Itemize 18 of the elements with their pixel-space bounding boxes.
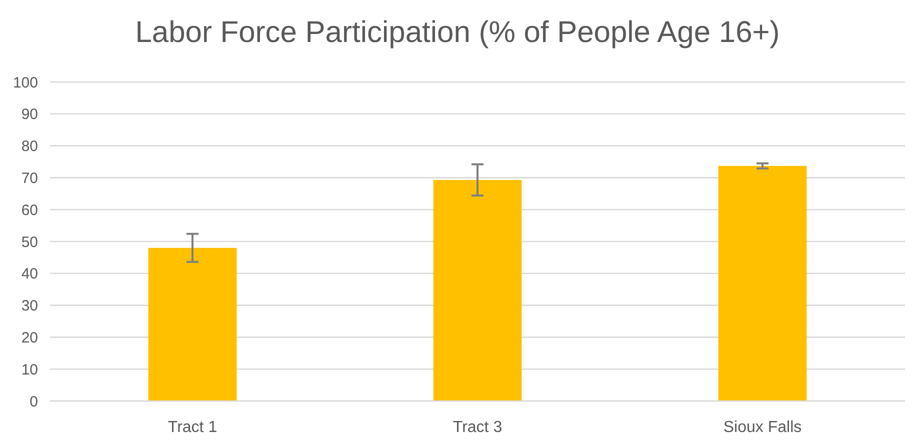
x-tick-label: Tract 1 — [168, 419, 218, 436]
y-tick-label: 50 — [21, 234, 38, 251]
y-tick-label: 70 — [21, 170, 38, 187]
y-tick-label: 0 — [30, 393, 38, 410]
x-tick-label: Tract 3 — [452, 419, 502, 436]
y-tick-label: 20 — [21, 329, 38, 346]
y-tick-label: 30 — [21, 298, 38, 315]
bar — [718, 166, 807, 401]
bar — [433, 180, 522, 401]
chart-title: Labor Force Participation (% of People Age 16+) — [135, 16, 780, 49]
bar — [148, 248, 237, 401]
y-tick-label: 10 — [21, 361, 38, 378]
y-tick-label: 90 — [21, 106, 38, 124]
y-tick-label: 100 — [12, 74, 38, 92]
y-tick-label: 60 — [21, 202, 38, 219]
y-tick-label: 40 — [21, 266, 38, 283]
y-tick-label: 80 — [21, 138, 38, 156]
x-tick-label: Sioux Falls — [723, 419, 802, 436]
